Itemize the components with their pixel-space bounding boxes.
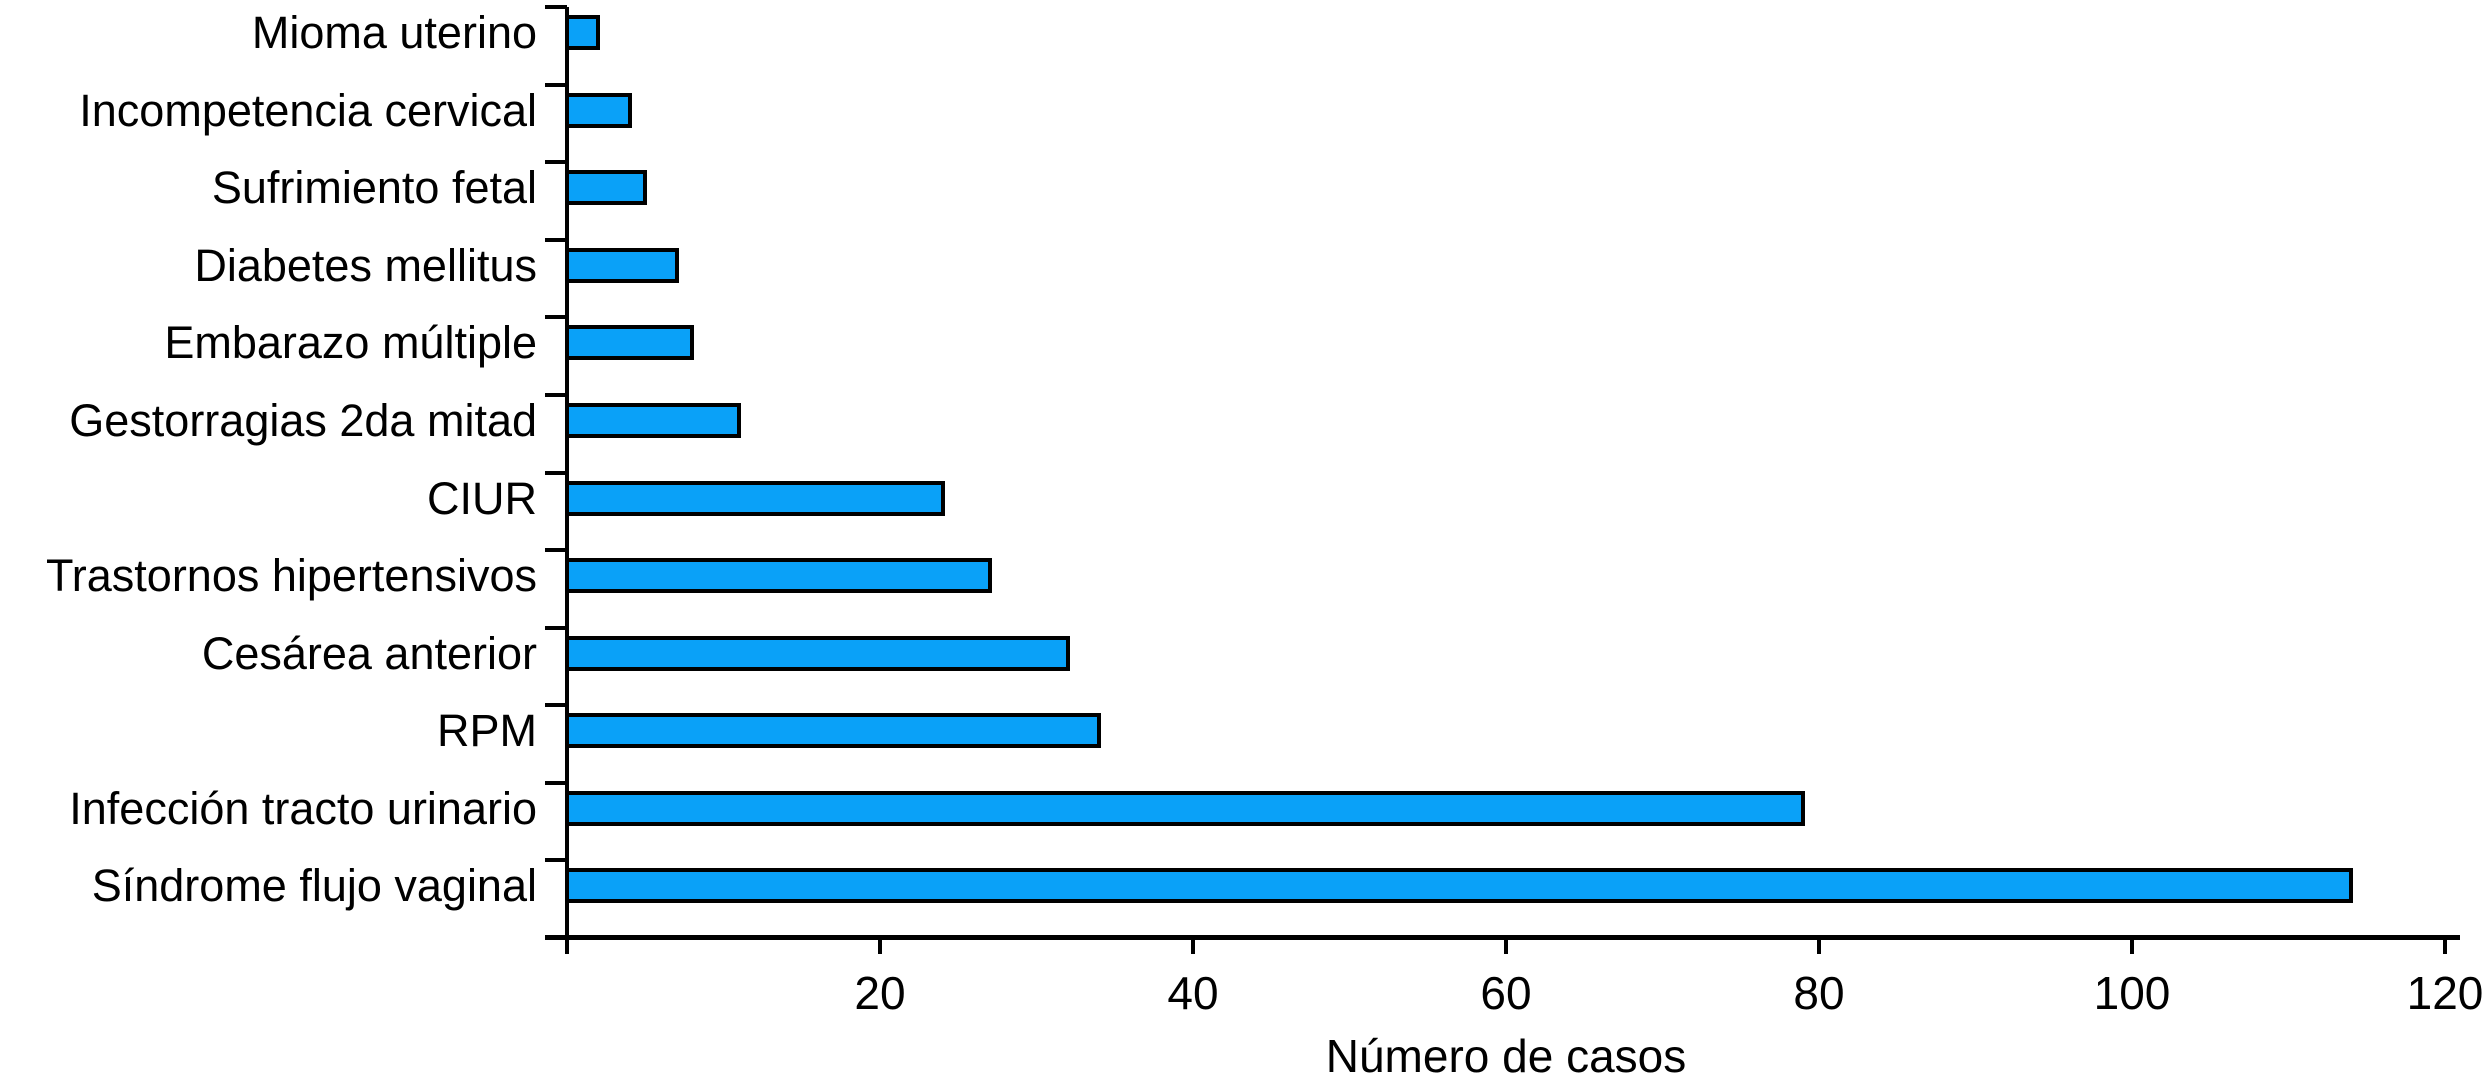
category-label: Mioma uterino xyxy=(251,7,537,58)
y-axis-tick xyxy=(545,703,567,708)
y-axis-tick xyxy=(545,470,567,475)
bar xyxy=(565,558,992,594)
x-tick-label: 100 xyxy=(2093,967,2171,1019)
x-axis xyxy=(545,935,2460,940)
bar xyxy=(565,868,2354,904)
bar-row: Embarazo múltiple xyxy=(0,317,2486,395)
bar-row: Sufrimiento fetal xyxy=(0,162,2486,240)
bar-row: Mioma uterino xyxy=(0,7,2486,85)
y-axis-tick xyxy=(545,625,567,630)
bar-row: Cesárea anterior xyxy=(0,628,2486,706)
category-label: Cesárea anterior xyxy=(201,627,537,679)
y-axis-tick xyxy=(545,160,567,165)
category-label: Gestorragias 2da mitad xyxy=(69,394,537,446)
bar-row: Síndrome flujo vaginal xyxy=(0,860,2486,938)
category-label: Infección tracto urinario xyxy=(69,782,537,834)
bar-row: Gestorragias 2da mitad xyxy=(0,395,2486,473)
x-axis-tick xyxy=(1817,938,1821,954)
category-label: Sufrimiento fetal xyxy=(211,162,537,214)
x-tick-label: 20 xyxy=(854,967,906,1019)
x-axis-tick xyxy=(878,938,882,954)
bar xyxy=(565,635,1070,671)
category-label: CIUR xyxy=(427,472,537,524)
y-axis-tick xyxy=(545,392,567,397)
category-label: Síndrome flujo vaginal xyxy=(91,860,537,912)
bar-row: Trastornos hipertensivos xyxy=(0,550,2486,628)
x-axis-tick xyxy=(2443,938,2447,954)
category-label: RPM xyxy=(437,705,537,757)
bar-row: Incompetencia cervical xyxy=(0,85,2486,163)
bar xyxy=(565,92,632,128)
bar xyxy=(565,480,945,516)
y-axis-tick xyxy=(545,315,567,320)
bar xyxy=(565,790,1806,826)
category-label: Incompetencia cervical xyxy=(79,84,537,136)
bar-row: Infección tracto urinario xyxy=(0,783,2486,861)
x-axis-tick xyxy=(1504,938,1508,954)
x-axis-tick xyxy=(1191,938,1195,954)
category-label: Diabetes mellitus xyxy=(194,239,537,291)
x-tick-label: 40 xyxy=(1167,967,1219,1019)
x-tick-label: 80 xyxy=(1793,967,1845,1019)
y-axis-tick xyxy=(545,780,567,785)
x-axis-title: Número de casos xyxy=(1325,1030,1687,1082)
bar xyxy=(565,15,601,50)
x-tick-label: 60 xyxy=(1480,967,1532,1019)
bar xyxy=(565,713,1102,749)
y-axis-tick xyxy=(545,858,567,863)
y-axis-tick xyxy=(545,548,567,553)
bar xyxy=(565,325,695,361)
category-label: Trastornos hipertensivos xyxy=(45,550,537,602)
bar xyxy=(565,170,648,206)
category-label: Embarazo múltiple xyxy=(164,317,537,369)
y-axis xyxy=(565,7,569,938)
x-tick-label: 120 xyxy=(2406,967,2484,1019)
bar-row: RPM xyxy=(0,705,2486,783)
y-axis-tick xyxy=(545,82,567,87)
y-axis-tick xyxy=(545,237,567,242)
bar xyxy=(565,247,679,283)
x-axis-tick xyxy=(2130,938,2134,954)
y-axis-tick xyxy=(545,5,567,9)
bar xyxy=(565,402,742,438)
bar-row: Diabetes mellitus xyxy=(0,240,2486,318)
bar-row: CIUR xyxy=(0,473,2486,551)
x-axis-tick xyxy=(565,938,569,954)
